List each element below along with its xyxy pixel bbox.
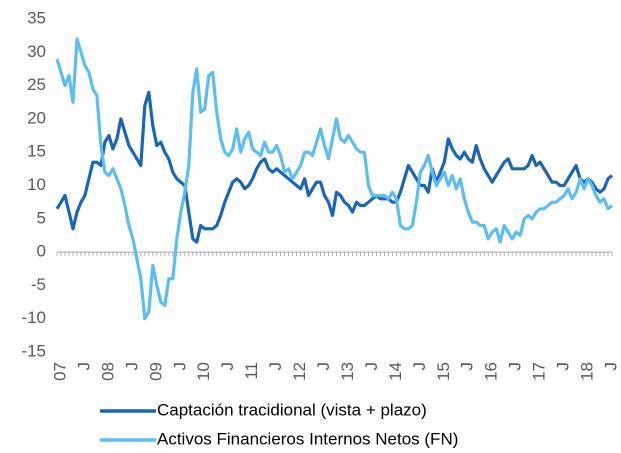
x-tick-label: 09 [146,362,165,381]
x-tick-label: 17 [530,362,549,381]
x-tick-label: J [554,362,573,371]
x-tick-label: 08 [98,362,117,381]
x-tick-label: J [170,362,189,371]
y-tick-label: 30 [27,42,46,61]
y-tick-label: 10 [27,175,46,194]
x-tick-label: J [458,362,477,371]
x-tick-label: J [601,362,620,371]
y-tick-label: 5 [37,208,46,227]
x-tick-label: 07 [50,362,69,381]
legend-label: Activos Financieros Internos Netos (FN) [157,429,458,448]
x-tick-label: J [314,362,333,371]
y-tick-label: 25 [27,75,46,94]
series-line [55,90,614,244]
x-tick-label: 18 [578,362,597,381]
x-tick-label: 15 [434,362,453,381]
x-tick-label: J [266,362,285,371]
x-tick-label: 11 [242,362,261,380]
x-tick-label: J [74,362,93,371]
x-tick-label: J [410,362,429,371]
x-tick-label: J [506,362,525,371]
x-tick-label: 14 [386,362,405,381]
y-tick-label: -15 [21,341,46,360]
x-tick-label: J [362,362,381,371]
y-tick-label: -5 [31,275,46,294]
y-tick-label: -10 [21,308,46,327]
x-tick-label: 13 [338,362,357,381]
legend-label: Captación tracidional (vista + plazo) [157,400,427,419]
series-line [55,37,614,321]
x-tick-label: J [218,362,237,371]
x-tick-label: 10 [194,362,213,381]
x-tick-label: J [122,362,141,371]
x-tick-label: 12 [290,362,309,381]
y-tick-label: 20 [27,108,46,127]
x-tick-label: 16 [482,362,501,381]
y-tick-label: 0 [37,242,46,261]
y-tick-label: 15 [27,142,46,161]
y-tick-label: 35 [27,8,46,27]
